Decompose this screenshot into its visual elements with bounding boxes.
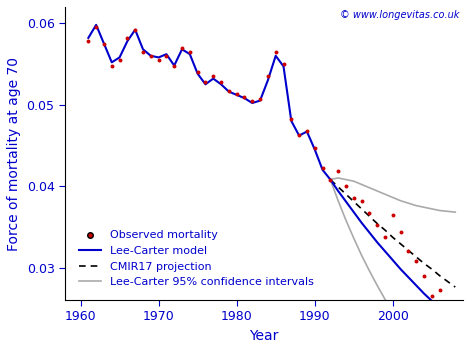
Point (389, 212, 397, 217)
Point (264, 74, 272, 79)
Point (147, 53, 155, 58)
Y-axis label: Force of mortality at age 70: Force of mortality at age 70 (7, 56, 21, 251)
Point (233, 91, 241, 97)
Point (93, 25, 100, 30)
Point (171, 63, 178, 68)
Point (155, 57, 162, 63)
Point (397, 230, 404, 235)
Point (413, 258, 420, 264)
Point (108, 63, 116, 68)
Point (124, 35, 131, 41)
Point (178, 45, 186, 50)
Point (295, 132, 303, 138)
Point (139, 49, 147, 55)
Point (319, 165, 326, 171)
Point (420, 273, 428, 279)
Text: © www.longevitas.co.uk: © www.longevitas.co.uk (340, 10, 459, 20)
Point (100, 41, 108, 47)
Point (288, 116, 295, 121)
X-axis label: Year: Year (249, 329, 279, 343)
Point (280, 61, 287, 67)
Legend: Observed mortality, Lee-Carter model, CMIR17 projection, Lee-Carter 95% confiden: Observed mortality, Lee-Carter model, CM… (74, 226, 318, 292)
Point (217, 79, 225, 85)
Point (342, 183, 350, 189)
Point (311, 145, 319, 150)
Point (436, 287, 443, 293)
Point (225, 88, 233, 93)
Point (334, 169, 342, 174)
Point (327, 177, 334, 182)
Point (405, 248, 412, 254)
Point (194, 69, 201, 75)
Point (256, 96, 264, 102)
Point (428, 293, 436, 299)
Point (366, 210, 373, 216)
Point (132, 27, 139, 33)
Point (85, 38, 92, 44)
Point (272, 49, 280, 55)
Point (186, 49, 194, 55)
Point (116, 57, 123, 63)
Point (249, 98, 256, 103)
Point (210, 74, 217, 79)
Point (202, 79, 209, 85)
Point (163, 53, 170, 58)
Point (374, 222, 381, 228)
Point (350, 196, 358, 201)
Point (303, 128, 311, 133)
Point (241, 94, 248, 99)
Point (358, 198, 365, 204)
Point (381, 234, 389, 239)
